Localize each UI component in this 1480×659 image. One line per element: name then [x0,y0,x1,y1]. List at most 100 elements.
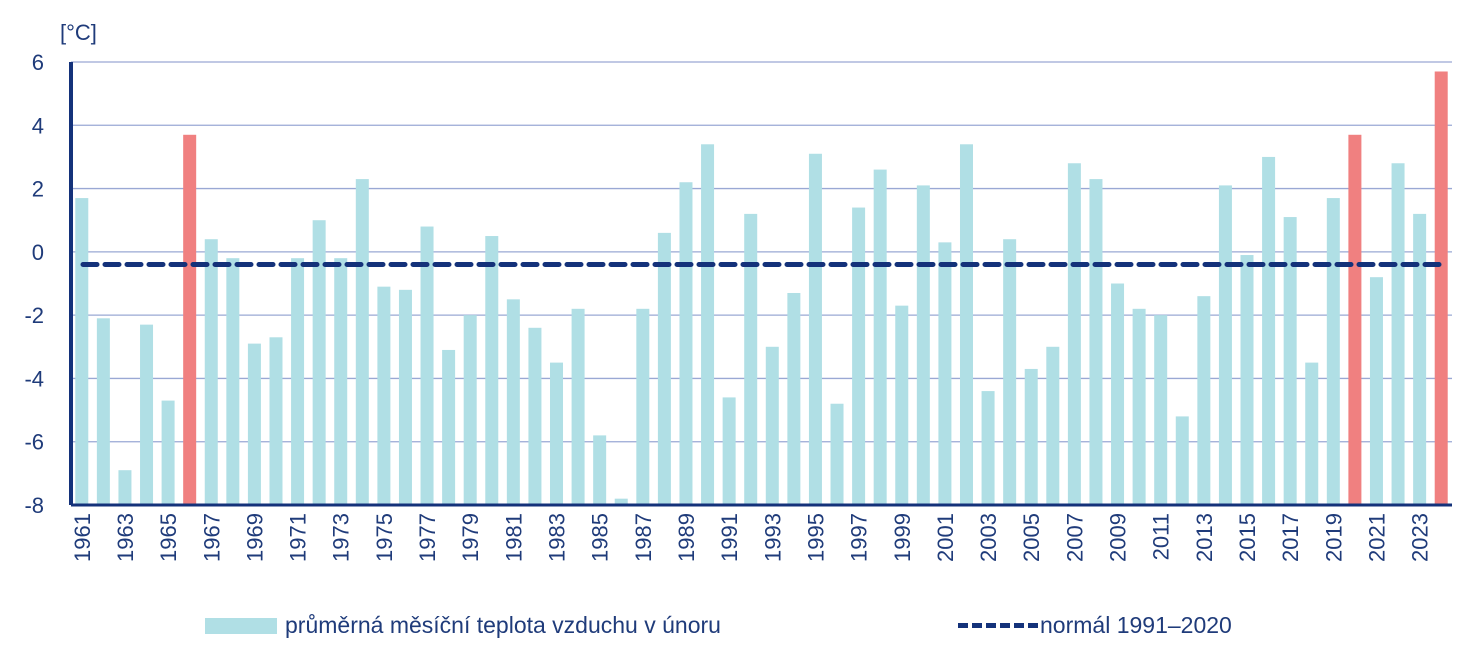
bar-1981 [506,299,520,505]
bar-2007 [1067,163,1081,505]
x-tick-label: 2017 [1278,513,1303,562]
bar-1965 [161,400,175,505]
bar-2020 [1348,134,1362,505]
x-tick-label: 1979 [458,513,483,562]
bar-1972 [312,220,326,505]
y-tick-label: 0 [32,240,44,265]
bar-2013 [1197,296,1211,505]
bar-1974 [355,179,369,506]
bar-2021 [1369,277,1383,505]
bar-1969 [247,343,261,505]
y-tick-label: -8 [24,493,44,518]
bar-1987 [636,308,650,505]
x-tick-label: 1977 [415,513,440,562]
bar-1990 [701,144,715,505]
bar-1982 [528,327,542,505]
x-tick-label: 2003 [976,513,1001,562]
y-tick-label: 4 [32,113,44,138]
bar-1994 [787,292,801,505]
bar-1999 [895,305,909,505]
bar-2009 [1111,283,1125,505]
bar-1996 [830,403,844,505]
bar-1988 [657,232,671,505]
x-tick-label: 2019 [1321,513,1346,562]
x-tick-label: 2001 [933,513,958,562]
y-tick-label: 6 [32,50,44,75]
bar-2001 [938,242,952,505]
bar-1980 [485,236,499,506]
bar-2010 [1132,308,1146,505]
bar-1967 [204,239,218,505]
x-tick-label: 1993 [760,513,785,562]
bar-1989 [679,182,693,505]
x-tick-label: 1997 [847,513,872,562]
bar-1975 [377,286,391,505]
bar-1966 [183,134,197,505]
bar-1963 [118,470,132,505]
bar-1985 [593,435,607,505]
bar-1997 [852,207,866,506]
bar-1971 [291,258,305,505]
bar-1998 [873,169,887,506]
bar-1976 [398,289,412,505]
bar-1961 [75,198,89,506]
bar-1979 [463,315,477,505]
x-tick-label: 1995 [803,513,828,562]
bar-2018 [1305,362,1319,505]
bar-2003 [981,391,995,505]
legend-label-normal: normál 1991–2020 [1040,612,1232,638]
x-tick-label: 1961 [70,513,95,562]
x-tick-label: 2023 [1408,513,1433,562]
legend-swatch-bar [205,617,277,634]
bar-2008 [1089,179,1103,506]
legend-label-temperature: průměrná měsíční teplota vzduchu v únoru [285,612,721,638]
y-axis-label: [°C] [60,20,97,45]
bar-1964 [140,324,154,505]
bar-1970 [269,337,283,505]
x-tick-label: 2013 [1192,513,1217,562]
x-tick-label: 1975 [372,513,397,562]
x-tick-label: 1985 [588,513,613,562]
bar-1995 [808,153,822,505]
x-tick-label: 2011 [1149,513,1174,560]
bar-2000 [916,185,930,505]
bar-2005 [1024,368,1038,505]
y-tick-label: -2 [24,303,44,328]
x-tick-label: 1991 [717,513,742,562]
bar-2024 [1434,71,1448,505]
bar-1977 [420,226,434,506]
bar-2015 [1240,255,1254,505]
x-tick-label: 1973 [329,513,354,562]
bar-1973 [334,258,348,505]
bar-1983 [550,362,564,505]
bar-2023 [1413,213,1427,505]
bar-1968 [226,258,240,505]
bar-1984 [571,308,585,505]
x-tick-label: 1967 [199,513,224,562]
x-tick-label: 1999 [890,513,915,562]
bar-1986 [614,498,628,505]
x-tick-label: 1965 [156,513,181,562]
y-tick-label: 2 [32,177,44,202]
bar-1978 [442,349,456,505]
x-tick-label: 1971 [286,513,311,562]
x-tick-label: 1989 [674,513,699,562]
bar-2011 [1154,315,1168,505]
bar-1991 [722,397,736,505]
bar-1962 [96,318,110,505]
x-tick-label: 2005 [1019,513,1044,562]
bar-2022 [1391,163,1405,505]
bar-2012 [1175,416,1189,505]
x-tick-label: 1963 [113,513,138,562]
y-tick-label: -6 [24,430,44,455]
x-tick-label: 1987 [631,513,656,562]
x-tick-label: 2021 [1364,513,1389,562]
bar-2016 [1262,156,1276,505]
legend-item-temperature: průměrná měsíční teplota vzduchu v únoru [205,612,721,639]
x-tick-label: 1983 [545,513,570,562]
x-tick-label: 1969 [242,513,267,562]
x-tick-label: 2015 [1235,513,1260,562]
bar-2002 [959,144,973,505]
x-tick-label: 2009 [1106,513,1131,562]
